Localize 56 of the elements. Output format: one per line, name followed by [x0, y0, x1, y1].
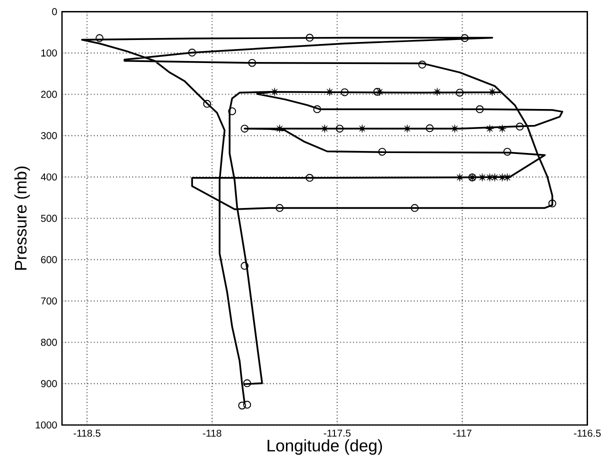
point	[548, 200, 556, 208]
y-axis-title: Pressure (mb)	[14, 166, 30, 270]
point	[243, 379, 252, 388]
point	[456, 88, 464, 97]
point	[460, 34, 469, 42]
point	[498, 124, 506, 133]
x-tick-label: -116.5	[574, 430, 601, 437]
y-tick-label: 600	[41, 256, 57, 264]
point	[240, 262, 249, 270]
y-tick-label: 0	[52, 8, 57, 16]
point	[456, 173, 464, 182]
point	[243, 400, 252, 409]
point	[313, 105, 322, 114]
y-tick-label: 900	[41, 380, 57, 388]
y-tick-label: 300	[40, 132, 57, 140]
point	[503, 148, 512, 156]
point	[486, 124, 494, 133]
y-tick-label: 700	[41, 297, 57, 305]
x-axis-title: Longitude (deg)	[268, 439, 382, 455]
point	[203, 100, 212, 108]
point	[276, 204, 284, 212]
point	[503, 173, 512, 182]
point	[418, 60, 426, 69]
y-tick-label: 500	[41, 214, 57, 222]
point	[478, 173, 486, 182]
point	[516, 122, 524, 131]
point	[403, 124, 412, 133]
point	[476, 105, 484, 114]
y-tick-label: 100	[41, 49, 57, 57]
point	[410, 204, 419, 212]
point	[378, 148, 386, 156]
point	[450, 124, 459, 133]
point	[340, 88, 349, 96]
point	[248, 58, 256, 67]
point	[306, 174, 314, 182]
point	[433, 88, 442, 96]
point	[228, 107, 236, 116]
point	[240, 124, 249, 133]
x-tick-label: -118.5	[74, 430, 100, 437]
point	[188, 48, 196, 57]
y-tick-label: 200	[41, 90, 57, 98]
point	[96, 34, 104, 42]
y-tick-label: 400	[40, 173, 57, 181]
y-tick-label: 800	[41, 338, 57, 346]
x-tick-label: -117.5	[324, 430, 351, 437]
point	[490, 173, 499, 182]
y-tick-label: 1000	[36, 421, 57, 429]
x-tick-label: -117	[453, 430, 472, 437]
point	[426, 124, 434, 132]
x-tick-label: -118	[202, 430, 222, 437]
point	[376, 88, 384, 96]
point	[488, 88, 496, 96]
point	[336, 124, 344, 133]
point	[373, 88, 382, 96]
point	[306, 34, 314, 42]
point	[238, 402, 246, 410]
